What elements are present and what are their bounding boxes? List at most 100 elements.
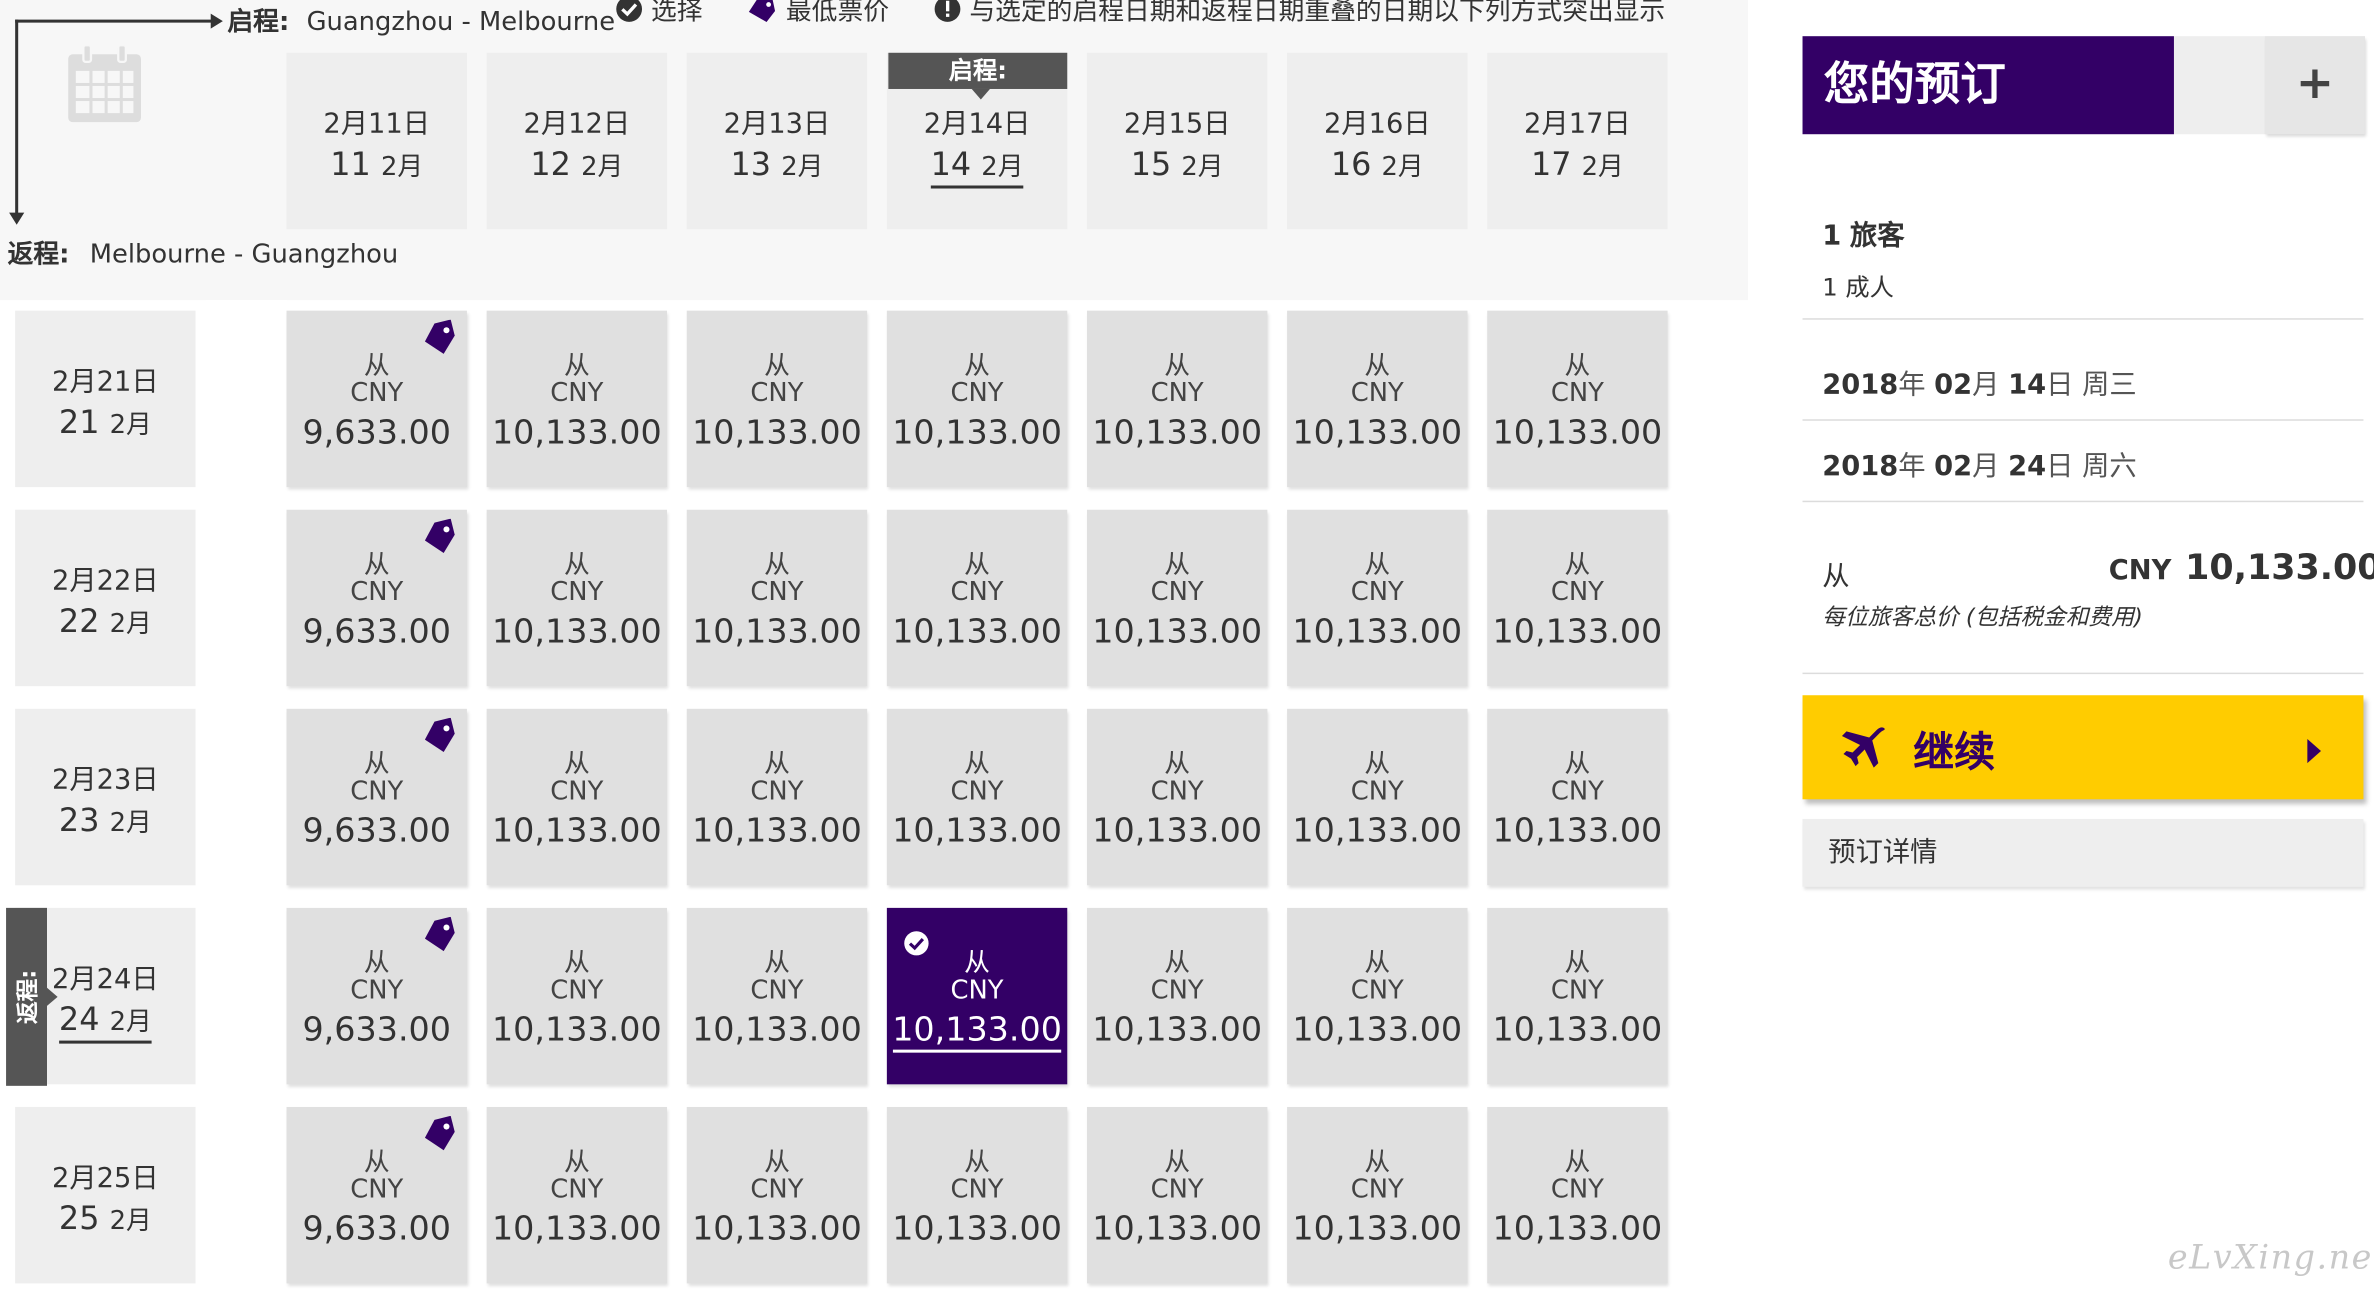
fare-currency: CNY — [950, 378, 1004, 409]
return-month-unit: 2月 — [109, 410, 152, 441]
price-tag-icon — [748, 0, 776, 23]
fare-cell[interactable]: 从 CNY 10,133.00 — [886, 310, 1068, 488]
fare-cell[interactable]: 从 CNY 10,133.00 — [1487, 1106, 1668, 1284]
fare-amount-value: 10,133.00 — [1492, 812, 1663, 851]
outbound-date-short: 17 2月 — [1487, 145, 1667, 182]
fare-amount: 10,133.00 — [687, 813, 867, 851]
fare-from-label: 从 — [1564, 749, 1591, 780]
fare-amount-value: 10,133.00 — [491, 414, 662, 453]
fare-cell[interactable]: 从 CNY 10,133.00 — [1086, 907, 1268, 1085]
continue-button[interactable]: 继续 — [1802, 695, 2364, 800]
legend-lowest-label: 最低票价 — [785, 0, 889, 28]
outbound-date-6[interactable]: 2月17日 17 2月 — [1487, 52, 1668, 230]
fare-cell[interactable]: 从 CNY 10,133.00 — [1287, 1106, 1468, 1284]
lowest-fare-tag-icon — [424, 916, 455, 952]
fare-amount-value: 10,133.00 — [692, 1211, 862, 1249]
return-date-1[interactable]: 2月22日 22 2月 — [15, 509, 196, 687]
fare-amount-value: 10,133.00 — [1492, 613, 1663, 652]
fare-currency: CNY — [1350, 975, 1404, 1006]
fare-from-label: 从 — [563, 351, 590, 382]
outbound-date-summary: 2018年 02月 14日 周三 — [1822, 363, 2136, 402]
fare-currency: CNY — [1150, 378, 1204, 409]
info-icon — [934, 0, 961, 22]
fare-cell[interactable]: 从 CNY 10,133.00 — [886, 907, 1068, 1085]
fare-cell[interactable]: 从 CNY 10,133.00 — [1487, 907, 1668, 1085]
fare-amount-value: 10,133.00 — [1292, 1211, 1463, 1249]
fare-currency: CNY — [950, 577, 1004, 608]
fare-cell[interactable]: 从 CNY 9,633.00 — [286, 708, 467, 886]
fare-cell[interactable]: 从 CNY 9,633.00 — [286, 310, 467, 488]
fare-cell[interactable]: 从 CNY 10,133.00 — [886, 708, 1068, 886]
fare-cell[interactable]: 从 CNY 10,133.00 — [486, 509, 668, 687]
outbound-month-unit: 2月 — [581, 152, 624, 183]
outbound-date-5[interactable]: 2月16日 16 2月 — [1287, 52, 1468, 230]
fare-cell[interactable]: 从 CNY 9,633.00 — [286, 509, 467, 687]
legend-overlap: 与选定的启程日期和返程日期重叠的日期以下列方式突出显示 — [934, 0, 1665, 29]
fare-amount-value: 10,133.00 — [1292, 613, 1463, 652]
outbound-date-1[interactable]: 2月12日 12 2月 — [486, 52, 668, 230]
return-year: 2018 — [1822, 450, 1899, 483]
fare-from-label: 从 — [363, 749, 390, 780]
fare-cell[interactable]: 从 CNY 10,133.00 — [1086, 509, 1268, 687]
fare-amount: 10,133.00 — [1287, 1211, 1467, 1249]
fare-cell[interactable]: 从 CNY 10,133.00 — [486, 907, 668, 1085]
fare-amount-value: 10,133.00 — [491, 1211, 662, 1249]
outbound-month: 02 — [1934, 369, 1973, 402]
fare-cell[interactable]: 从 CNY 10,133.00 — [886, 1106, 1068, 1284]
fare-currency: CNY — [750, 776, 804, 807]
total-price: CNY 10,133.00 — [2109, 549, 2374, 588]
fare-currency: CNY — [350, 577, 404, 608]
fare-cell[interactable]: 从 CNY 10,133.00 — [1487, 509, 1668, 687]
booking-details-button[interactable]: 预订详情 — [1802, 818, 2364, 887]
fare-amount-value: 10,133.00 — [491, 613, 662, 652]
total-currency: CNY — [2108, 554, 2172, 587]
return-date-2[interactable]: 2月23日 23 2月 — [15, 708, 196, 886]
lowest-fare-tag-icon — [424, 1115, 455, 1151]
fare-cell[interactable]: 从 CNY 10,133.00 — [486, 708, 668, 886]
fare-cell[interactable]: 从 CNY 10,133.00 — [1487, 310, 1668, 488]
fare-cell[interactable]: 从 CNY 10,133.00 — [1287, 907, 1468, 1085]
fare-cell[interactable]: 从 CNY 10,133.00 — [1287, 310, 1468, 488]
expand-booking-button[interactable]: + — [2264, 36, 2365, 135]
fare-cell[interactable]: 从 CNY 10,133.00 — [1086, 310, 1268, 488]
outbound-date-2[interactable]: 2月13日 13 2月 — [686, 52, 868, 230]
fare-cell[interactable]: 从 CNY 10,133.00 — [686, 708, 868, 886]
fare-cell[interactable]: 从 CNY 10,133.00 — [686, 310, 868, 488]
return-date-summary: 2018年 02月 24日 周六 — [1822, 445, 2136, 484]
outbound-month-unit: 2月 — [1181, 152, 1224, 183]
fare-currency: CNY — [1550, 577, 1604, 608]
legend-overlap-label: 与选定的启程日期和返程日期重叠的日期以下列方式突出显示 — [969, 0, 1666, 28]
return-date-label: 2月24日 — [52, 963, 159, 996]
outbound-date-0[interactable]: 2月11日 11 2月 — [286, 52, 467, 230]
fare-cell[interactable]: 从 CNY 10,133.00 — [1287, 509, 1468, 687]
fare-cell[interactable]: 从 CNY 9,633.00 — [286, 907, 467, 1085]
outbound-month-unit: 月 — [1972, 369, 2000, 402]
fare-from-label: 从 — [563, 550, 590, 581]
return-date-0[interactable]: 2月21日 21 2月 — [15, 310, 196, 488]
fare-cell[interactable]: 从 CNY 10,133.00 — [1086, 1106, 1268, 1284]
outbound-day-number: 12 — [530, 146, 571, 183]
fare-cell[interactable]: 从 CNY 9,633.00 — [286, 1106, 467, 1284]
fare-cell[interactable]: 从 CNY 10,133.00 — [1287, 708, 1468, 886]
fare-cell[interactable]: 从 CNY 10,133.00 — [1086, 708, 1268, 886]
fare-cell[interactable]: 从 CNY 10,133.00 — [686, 907, 868, 1085]
fare-amount-value: 10,133.00 — [1292, 812, 1463, 851]
outbound-date-4[interactable]: 2月15日 15 2月 — [1086, 52, 1268, 230]
fare-amount: 10,133.00 — [887, 1011, 1067, 1053]
lowest-fare-tag-icon — [424, 319, 455, 354]
fare-from-label: 从 — [764, 550, 790, 581]
outbound-month-unit: 2月 — [981, 152, 1024, 183]
fare-cell[interactable]: 从 CNY 10,133.00 — [686, 1106, 868, 1284]
fare-cell[interactable]: 从 CNY 10,133.00 — [686, 509, 868, 687]
fare-currency: CNY — [550, 1174, 604, 1205]
fare-currency: CNY — [950, 975, 1004, 1006]
return-date-4[interactable]: 2月25日 25 2月 — [15, 1106, 196, 1284]
fare-from-label: 从 — [964, 550, 990, 581]
fare-cell[interactable]: 从 CNY 10,133.00 — [486, 310, 668, 488]
fare-cell[interactable]: 从 CNY 10,133.00 — [1487, 708, 1668, 886]
fare-from-label: 从 — [964, 948, 990, 979]
return-date-short: 25 2月 — [15, 1199, 195, 1236]
fare-cell[interactable]: 从 CNY 10,133.00 — [886, 509, 1068, 687]
fare-amount: 10,133.00 — [1487, 813, 1667, 851]
fare-cell[interactable]: 从 CNY 10,133.00 — [486, 1106, 668, 1284]
